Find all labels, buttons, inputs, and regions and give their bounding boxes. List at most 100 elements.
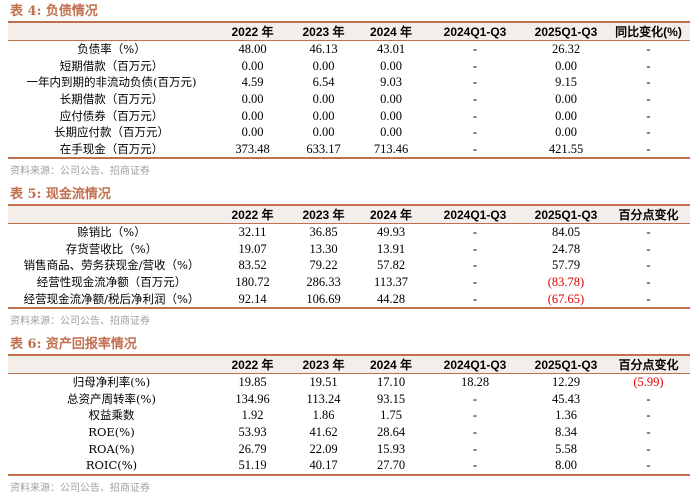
row-label: ROE(%) — [88, 425, 135, 440]
table-cell: 18.28 — [460, 375, 490, 390]
column-header: 2024Q1-Q3 — [443, 357, 507, 372]
row-label: 负债率（%） — [77, 42, 146, 57]
row-label: 在手现金（百万元） — [8, 140, 215, 160]
row-label: 长期应付款（百万元） — [54, 125, 169, 140]
data-table: 2022 年 2023 年 2024 年 2024Q1-Q3 2025Q1-Q3 同比变化… — [8, 21, 690, 160]
column-header: 2022 年 — [231, 208, 274, 222]
row-label: 应付债券（百万元） — [59, 108, 164, 123]
table-cell: 84.05 — [551, 225, 581, 240]
header-row: 2022 年 2023 年 2024 年 2024Q1-Q3 2025Q1-Q3 百分点变… — [8, 205, 690, 224]
table-cell: 49.93 — [376, 225, 406, 240]
table-cell: 13.91 — [376, 241, 406, 256]
table-cell: 53.93 — [238, 425, 267, 440]
table-row: 赊销比（%） 32.11 36.85 49.93 - 84.05 - — [8, 224, 690, 241]
column-header — [8, 22, 215, 41]
table-cell: 19.51 — [309, 375, 338, 390]
table-row: 销售商品、劳务获现金/营收（%） 83.52 79.22 57.82 - 57.79 - — [8, 257, 690, 274]
table-cell: - — [646, 125, 651, 140]
table-cell: 0.00 — [312, 125, 335, 140]
table-row: ROA(%) 26.79 22.09 15.93 - 5.58 - — [8, 440, 690, 457]
table-cell: 4.59 — [241, 75, 264, 90]
table-cell: - — [646, 92, 651, 107]
table-cell: - — [646, 241, 651, 256]
table-row: 权益乘数 1.92 1.86 1.75 - 1.36 - — [8, 407, 690, 424]
table-cell: 0.00 — [241, 125, 264, 140]
row-label: 存货营收比（%） — [65, 241, 158, 256]
table-cell: 92.14 — [215, 290, 290, 309]
table-cell: 27.70 — [357, 456, 425, 476]
table-cell: - — [472, 241, 478, 256]
table-cell: 0.00 — [380, 92, 402, 107]
column-header: 2024 年 — [369, 358, 413, 372]
table-title: 表 4: 负债情况 — [10, 4, 98, 19]
table-cell: - — [607, 290, 690, 309]
table-cell: (83.78) — [547, 275, 585, 290]
table-cell: - — [607, 140, 690, 160]
row-label: 经营现金流净额/税后净利润（%） — [8, 290, 215, 309]
table-cell: 0.00 — [380, 125, 402, 140]
table-cell: 26.79 — [238, 441, 267, 456]
table-cell: (67.65) — [525, 290, 607, 309]
table-cell: (5.99) — [633, 375, 664, 390]
row-label: 长期借款（百万元） — [59, 92, 164, 107]
column-header: 2025Q1-Q3 — [534, 357, 598, 372]
table-cell: - — [646, 225, 651, 240]
data-table: 2022 年 2023 年 2024 年 2024Q1-Q3 2025Q1-Q3 百分点变… — [8, 204, 690, 309]
table-cell: - — [646, 441, 651, 456]
row-label: 经营性现金流净额（百万元） — [36, 275, 187, 290]
table-cell: 46.13 — [309, 42, 338, 57]
table-cell: 9.03 — [380, 75, 402, 90]
table-cell: 51.19 — [215, 456, 290, 476]
table-cell: 43.01 — [376, 42, 406, 57]
table-cell: 24.78 — [551, 241, 581, 256]
table-cell: 8.00 — [525, 456, 607, 476]
column-header — [8, 355, 215, 374]
header-row: 2022 年 2023 年 2024 年 2024Q1-Q3 2025Q1-Q3 同比变化… — [8, 22, 690, 41]
table-cell: - — [472, 258, 478, 273]
source-note: 资料来源：公司公告、招商证券 — [10, 166, 150, 178]
table-cell: 286.33 — [306, 275, 341, 290]
table-title: 表 5: 现金流情况 — [10, 187, 111, 202]
table-cell: - — [472, 408, 478, 423]
row-label: 销售商品、劳务获现金/营收（%） — [23, 258, 200, 273]
table-cell: 0.00 — [380, 58, 402, 73]
table-cell: 1.36 — [555, 408, 577, 423]
table-row: 一年内到期的非流动负债(百万元) 4.59 6.54 9.03 - 9.15 - — [8, 74, 690, 91]
table-6-block: 表 6: 资产回报率情况 2022 年 2023 年 2024 年 2024Q1-Q3 2… — [8, 338, 690, 494]
table-cell: - — [646, 275, 651, 290]
table-cell: - — [472, 42, 478, 57]
row-label: 权益乘数 — [88, 408, 135, 423]
table-cell: 0.00 — [555, 92, 577, 107]
column-header: 百分点变化 — [618, 358, 679, 372]
table-cell: 633.17 — [290, 140, 357, 160]
column-header: 2023 年 — [302, 208, 345, 222]
column-header: 2022 年 — [231, 358, 274, 372]
table-cell: 113.37 — [374, 275, 408, 290]
table-cell: - — [472, 391, 478, 406]
table-cell: 6.54 — [312, 75, 335, 90]
table-cell: 28.64 — [376, 425, 406, 440]
table-cell: - — [472, 425, 478, 440]
table-cell: - — [472, 441, 478, 456]
column-header: 2024 年 — [369, 25, 413, 39]
row-label: 一年内到期的非流动负债(百万元) — [26, 75, 197, 90]
table-cell: 79.22 — [309, 258, 338, 273]
table-cell: - — [646, 408, 651, 423]
table-cell: - — [425, 140, 525, 160]
column-header: 2024Q1-Q3 — [443, 207, 507, 222]
table-row: 长期应付款（百万元） 0.00 0.00 0.00 - 0.00 - — [8, 124, 690, 141]
table-cell: 44.28 — [357, 290, 425, 309]
table-cell: 0.00 — [555, 108, 577, 123]
table-row: ROE(%) 53.93 41.62 28.64 - 8.34 - — [8, 424, 690, 441]
table-cell: 0.00 — [241, 108, 264, 123]
row-label: 赊销比（%） — [77, 225, 146, 240]
row-label: 归母净利率(%) — [72, 375, 151, 390]
column-header: 百分点变化 — [618, 208, 679, 222]
table-cell: 421.55 — [525, 140, 607, 160]
table-cell: 0.00 — [241, 92, 264, 107]
row-label: 短期借款（百万元） — [59, 58, 164, 73]
table-title: 表 6: 资产回报率情况 — [10, 337, 137, 352]
table-cell: 373.48 — [215, 140, 290, 160]
table-cell: 106.69 — [290, 290, 357, 309]
table-cell: 19.85 — [238, 375, 267, 390]
